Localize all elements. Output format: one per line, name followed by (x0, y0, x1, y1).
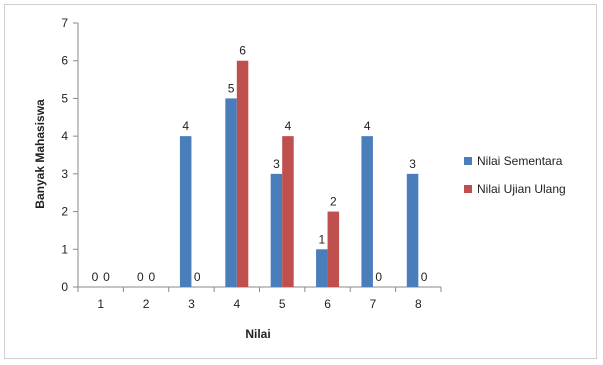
y-tick-label: 0 (61, 280, 68, 294)
data-label: 0 (375, 270, 382, 284)
bar-nilai-ujian-ulang (282, 136, 294, 287)
x-tick-label: 1 (97, 297, 104, 311)
data-label: 4 (364, 119, 371, 133)
x-tick-label: 4 (233, 297, 240, 311)
data-label: 0 (421, 270, 428, 284)
y-axis: 0 1 2 3 4 5 6 7 (61, 16, 79, 294)
legend-swatch (464, 157, 472, 165)
data-label: 0 (137, 270, 144, 284)
x-tick-label: 7 (370, 297, 377, 311)
y-tick-label: 3 (61, 167, 68, 181)
x-tick-label: 2 (143, 297, 150, 311)
chart-frame (4, 4, 597, 359)
bar-nilai-ujian-ulang (327, 211, 340, 287)
x-tick-label: 5 (279, 297, 286, 311)
bar-nilai-ujian-ulang (236, 60, 249, 287)
data-label: 0 (148, 270, 155, 284)
x-axis: 1 2 3 4 5 6 7 8 (77, 286, 442, 311)
bar-nilai-sementara (316, 249, 328, 287)
y-tick-label: 6 (61, 54, 68, 68)
y-tick-label: 1 (61, 242, 68, 256)
legend-label: Nilai Sementara (477, 154, 563, 168)
data-label: 0 (194, 270, 201, 284)
x-axis-title: Nilai (245, 327, 270, 341)
x-tick-label: 6 (324, 297, 331, 311)
bar-nilai-sementara (225, 98, 237, 287)
bar-nilai-sementara (179, 136, 192, 287)
y-tick-label: 4 (61, 129, 68, 143)
bar-nilai-sementara (361, 136, 373, 287)
y-axis-title: Banyak Mahasiswa (33, 99, 47, 209)
data-label: 2 (330, 195, 337, 209)
legend: Nilai Sementara Nilai Ujian Ulang (464, 154, 566, 196)
y-tick-label: 7 (61, 16, 68, 30)
data-label: 0 (103, 270, 110, 284)
y-tick-label: 5 (61, 91, 68, 105)
data-label: 1 (318, 232, 325, 246)
x-tick-label: 3 (188, 297, 195, 311)
bar-nilai-sementara (270, 173, 283, 287)
data-label: 3 (409, 157, 416, 171)
legend-label: Nilai Ujian Ulang (477, 182, 566, 196)
data-label: 3 (273, 157, 280, 171)
legend-swatch (464, 185, 472, 193)
data-label: 6 (239, 44, 246, 58)
bars (179, 60, 419, 287)
y-tick-label: 2 (61, 205, 68, 219)
data-label: 4 (285, 119, 292, 133)
data-label: 0 (92, 270, 99, 284)
bar-nilai-sementara (406, 173, 419, 287)
x-tick-label: 8 (415, 297, 422, 311)
data-label: 4 (182, 119, 189, 133)
data-label: 5 (228, 81, 235, 95)
